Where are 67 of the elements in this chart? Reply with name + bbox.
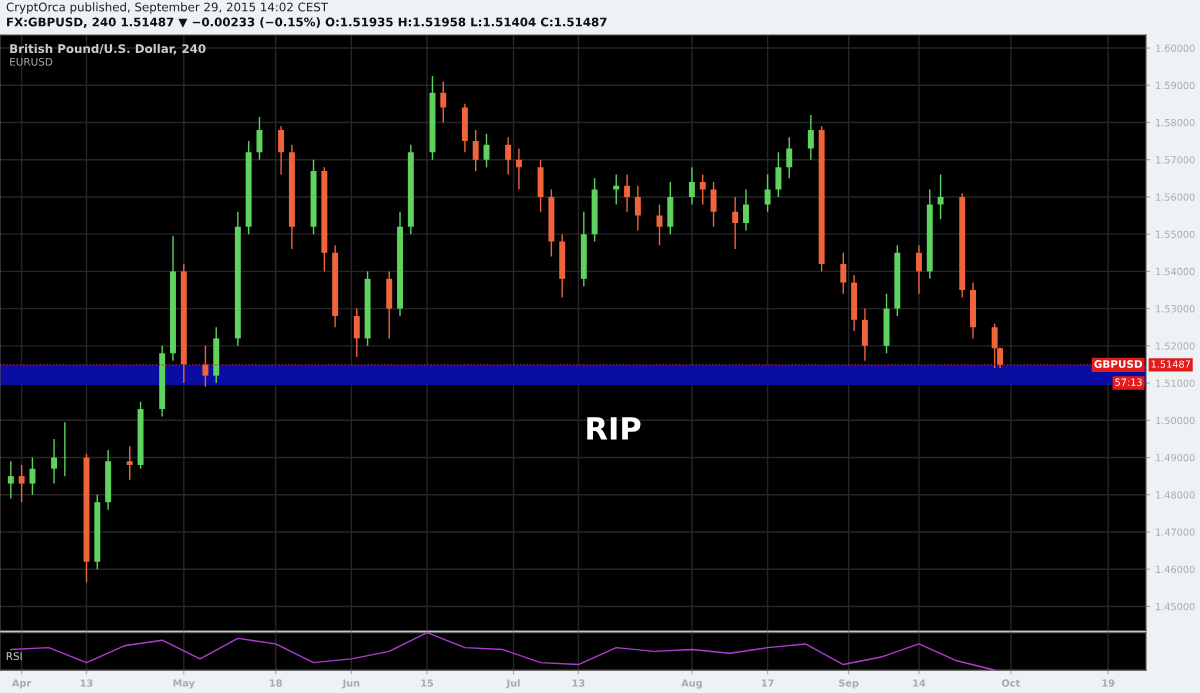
candlestick [688,166,695,206]
candlestick [472,129,479,172]
y-tick-label: 1.59000 [1156,81,1195,90]
candlestick [732,196,739,250]
candlestick [278,125,285,176]
candlestick [634,185,641,232]
y-tick-label: 1.57000 [1156,156,1195,164]
candlestick [807,114,814,161]
text: CryptOrca published, September 29, 2015 14:02 CEST [6,2,329,14]
candlestick [743,188,749,232]
candlestick [256,116,263,161]
candlestick [699,173,706,206]
y-tick-label: 1.45000 [1156,602,1195,611]
y-tick-label: 1.53000 [1156,305,1195,313]
candlestick [505,136,512,176]
x-tick-label: 18 [270,679,282,687]
y-tick-label: 1.47000 [1156,528,1195,536]
candlestick [624,173,631,213]
x-tick-label: 13 [80,679,93,687]
x-tick-label: Sep [839,679,859,689]
y-tick-label: 1.58000 [1156,118,1195,127]
x-tick-label: 13 [572,679,585,687]
y-tick-label: 1.48000 [1156,491,1195,499]
annotation: EURUSD [10,57,53,66]
candlestick [710,181,717,228]
candlestick [51,438,58,485]
candlestick [786,136,793,180]
annotation: British Pound/U.S. Dollar, 240 [10,43,206,55]
x-tick-label: Apr [12,679,32,689]
x-tick-label: 14 [913,679,926,687]
x-tick-label: Jun [342,679,360,689]
text: RSI [6,652,22,661]
candlestick [18,464,25,503]
text: 1.51487 [1151,360,1190,368]
y-tick-label: 1.49000 [1156,454,1195,462]
y-tick-label: 1.54000 [1156,267,1195,276]
candlestick [764,173,771,213]
candlestick [915,244,922,295]
candlestick [202,345,209,388]
y-tick-label: 1.50000 [1156,416,1195,425]
y-tick-label: 1.56000 [1156,193,1195,201]
y-tick-label: 1.52000 [1156,342,1195,350]
candlestick [7,460,14,500]
candlestick [61,421,68,477]
annotation: 57:13 [1115,378,1142,386]
x-tick-label: 15 [421,679,434,687]
y-tick-label: 1.60000 [1156,44,1195,52]
y-tick-label: 1.55000 [1156,230,1195,238]
x-tick-label: Jul [506,679,520,689]
x-tick-label: Aug [681,679,702,689]
candlestick [775,151,782,198]
x-tick-label: 19 [1102,679,1115,687]
y-tick-label: 1.46000 [1156,565,1195,574]
y-tick-label: 1.51000 [1156,379,1195,387]
candlestick [515,147,522,191]
x-tick-label: Oct [1002,679,1020,687]
x-tick-label: May [173,679,195,689]
x-tick-label: 17 [761,679,774,687]
ref-line-label: GBPUSD [1094,360,1143,368]
candlestick [840,252,847,295]
candlestick [126,445,133,481]
chart-title: FX:GBPUSD, 240 1.51487 ▼ −0.00233 (−0.15%) O:1.51935 H:1.51958 L:1.51404 C:1.51487 [7,17,607,28]
candlestick [353,307,360,358]
candlestick [937,173,944,220]
candlestick [440,80,447,124]
annotation: RIP [587,417,641,440]
candlestick [29,456,36,496]
